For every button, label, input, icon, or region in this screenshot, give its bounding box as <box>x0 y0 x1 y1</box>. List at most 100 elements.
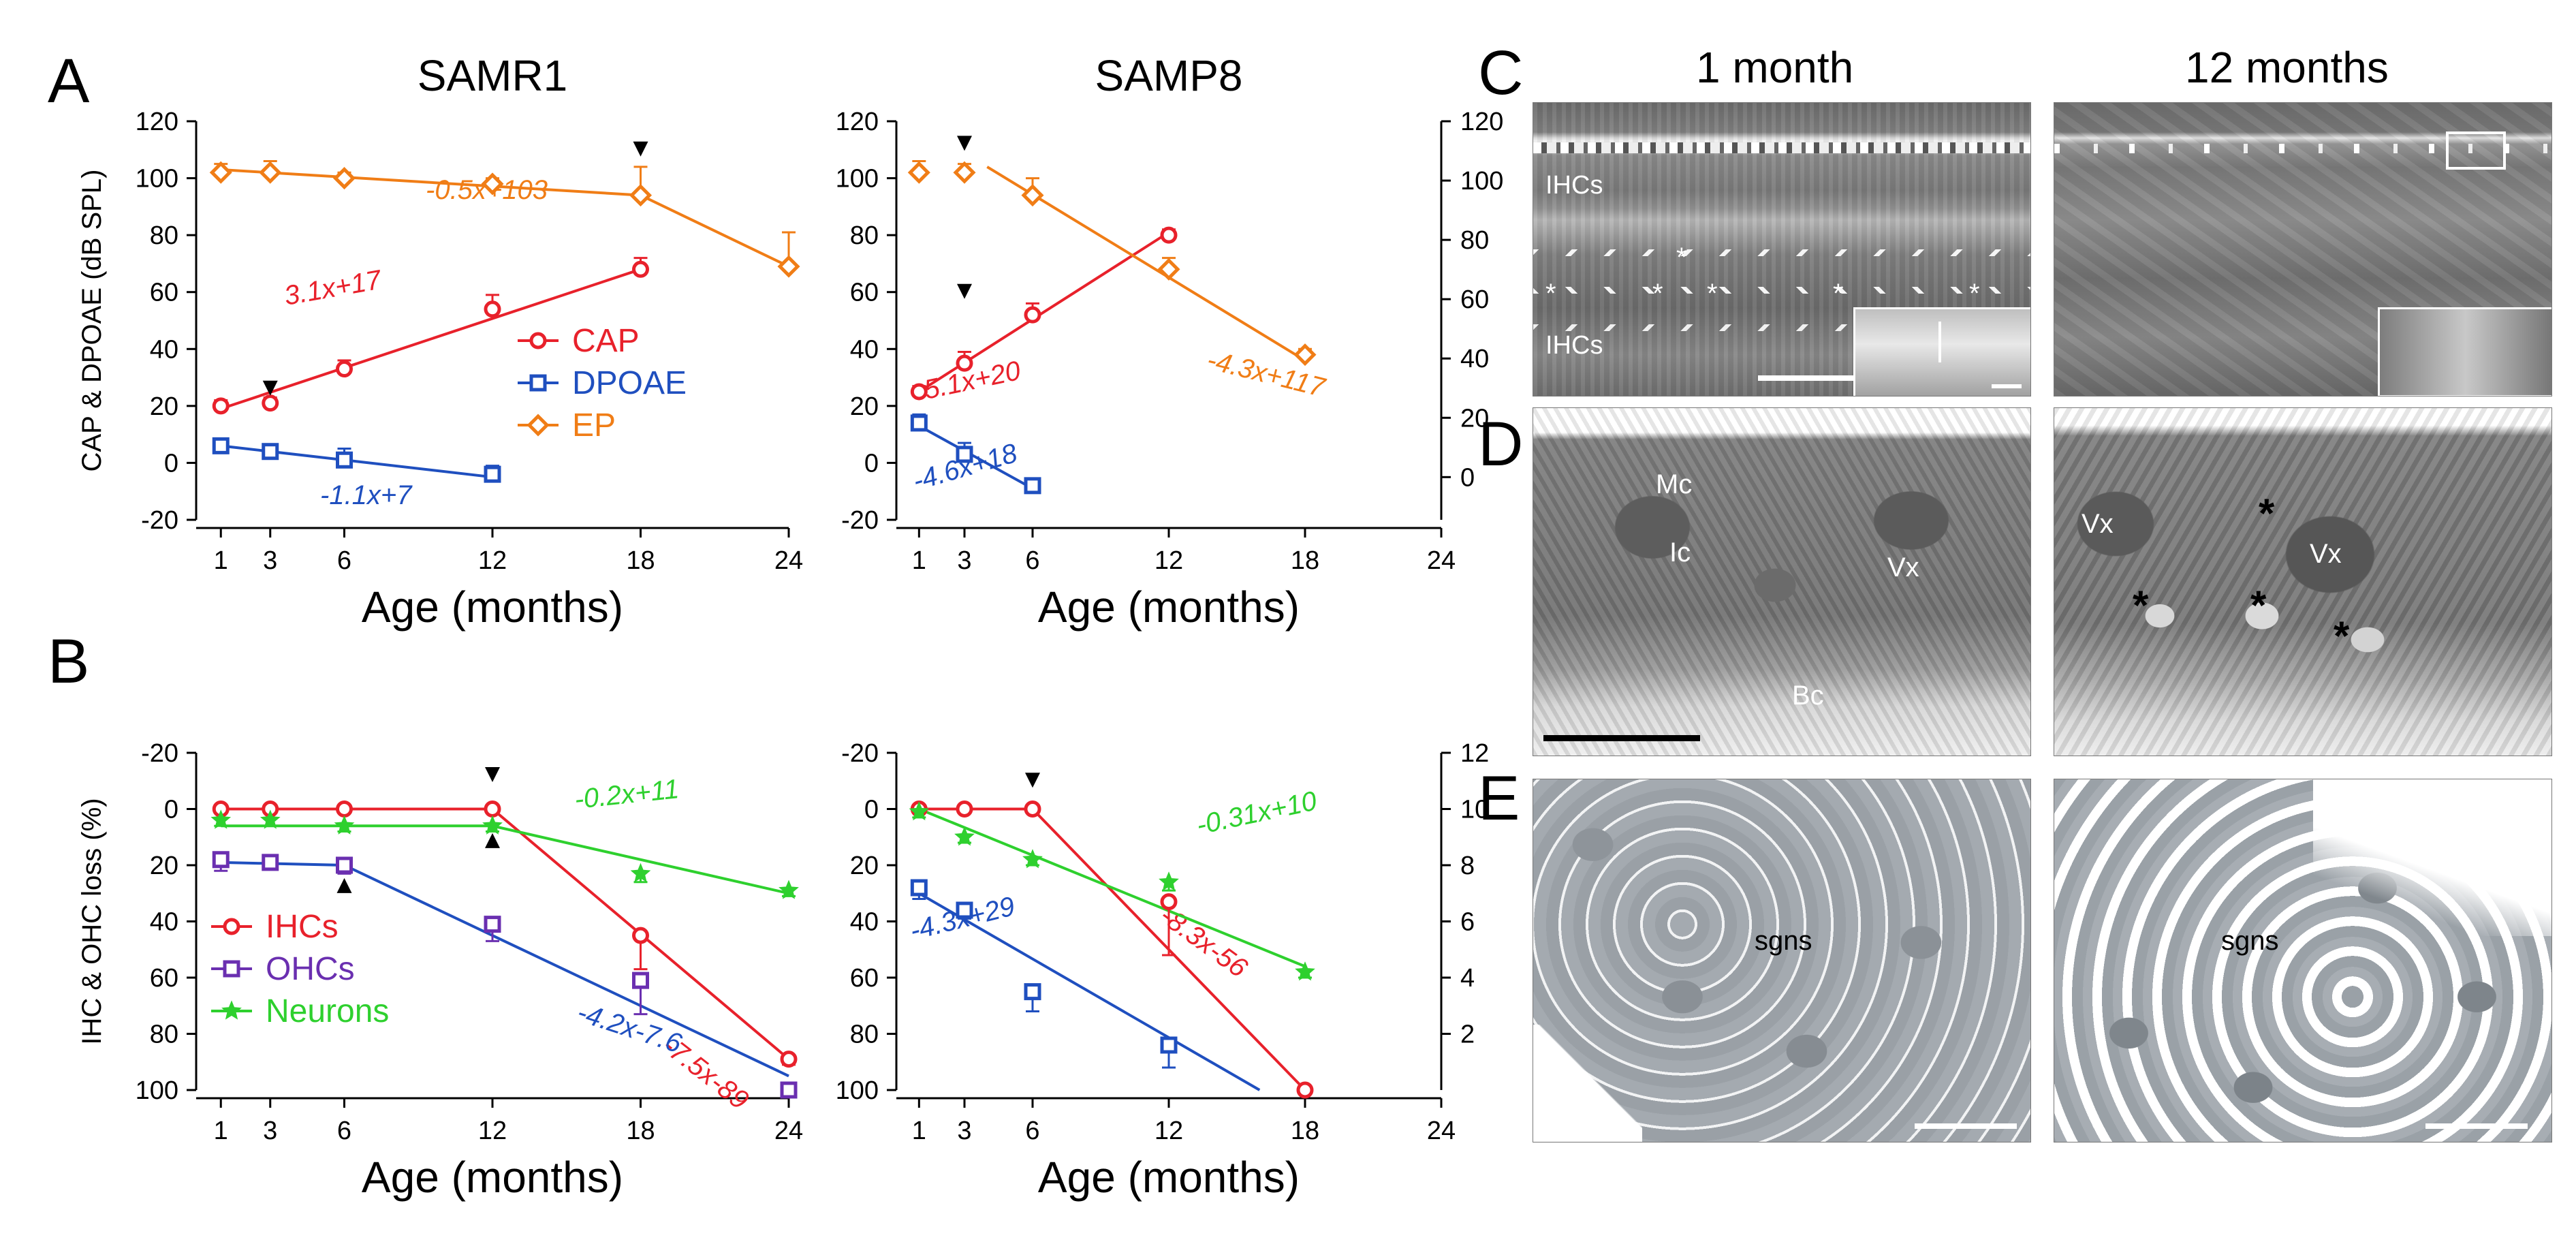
inset-stereocilia <box>1853 307 2030 396</box>
data-point <box>1293 343 1317 367</box>
label-bc: Bc <box>1792 681 1824 711</box>
data-point <box>1021 184 1044 207</box>
series-ihcs <box>910 800 1314 1099</box>
data-point <box>910 383 928 401</box>
data-point <box>1024 983 1041 1001</box>
x-tick-label: 1 <box>214 1117 228 1145</box>
star-mark: * <box>1707 279 1718 309</box>
y-tick-label: 100 <box>836 1076 879 1105</box>
stereocilia-row <box>2054 144 2551 153</box>
y-tick-label: 100 <box>136 1076 178 1105</box>
scale-bar <box>2425 1123 2528 1129</box>
data-point <box>484 300 501 318</box>
legend-label: OHCs <box>266 951 355 987</box>
y-right-tick-label: 8 <box>1460 852 1475 880</box>
data-point <box>780 1081 798 1099</box>
y-tick-label: 80 <box>150 1021 178 1049</box>
data-point <box>209 161 232 184</box>
label-ihcs-top: IHCs <box>1545 171 1603 200</box>
arrowhead-icon <box>957 283 972 299</box>
legend-swatch-marker <box>221 1000 242 1020</box>
legend: CAP DPOAE EP <box>518 323 687 444</box>
chart-A-SAMP8: -20 0 20 40 60 80 100 120 1 3 6 12 18 24 0 20 40 60 80 100 1… <box>836 51 1504 632</box>
legend-swatch-marker <box>529 332 547 349</box>
label-sgns: sgns <box>2221 926 2279 956</box>
x-tick-label: 6 <box>337 546 351 575</box>
data-point <box>954 826 975 846</box>
y-tick-label: 0 <box>864 449 879 478</box>
arrowhead-icon <box>485 767 500 782</box>
data-point <box>1160 893 1178 911</box>
label-vx-left: Vx <box>2082 509 2114 539</box>
x-tick-label: 12 <box>1155 546 1183 575</box>
series-ep <box>209 160 800 278</box>
chart-title: SAMR1 <box>418 51 568 100</box>
data-point <box>956 800 973 818</box>
data-point <box>332 167 356 190</box>
data-point <box>779 880 799 899</box>
y-right-tick-label: 40 <box>1460 345 1489 373</box>
data-point <box>956 901 973 919</box>
y-right-tick-label: 60 <box>1460 285 1489 314</box>
micrograph-c-1-month: IHCs IHCs * * * * * * <box>1533 102 2031 396</box>
data-point <box>336 856 353 874</box>
y-right-tick-label: 20 <box>1460 404 1489 433</box>
arrowhead-icon <box>336 877 352 893</box>
data-point <box>1024 306 1041 324</box>
data-point <box>262 394 279 412</box>
data-point <box>336 360 353 378</box>
data-point <box>956 354 973 372</box>
micrograph-e-1-month: sgns <box>1533 779 2031 1142</box>
x-tick-label: 18 <box>1291 546 1319 575</box>
data-point <box>259 161 282 184</box>
y-axis-label: IHC & OHC loss (%) <box>77 798 107 1044</box>
data-point <box>1160 1036 1178 1054</box>
y-tick-label: 40 <box>150 335 178 364</box>
panel-letter-d: D <box>1478 409 1524 479</box>
star-mark: * <box>2133 582 2149 628</box>
x-tick-label: 18 <box>626 1117 655 1145</box>
y-tick-label: 80 <box>150 221 178 250</box>
x-tick-label: 1 <box>912 546 926 575</box>
y-tick-label: 60 <box>150 279 178 307</box>
y-right-tick-label: 10 <box>1460 796 1489 824</box>
series-ohcs <box>910 879 1178 1069</box>
series-cap <box>910 226 1178 401</box>
data-point <box>956 446 973 463</box>
arrowhead-icon <box>1025 773 1040 788</box>
fit-equation-label: 3.1x+17 <box>282 264 385 311</box>
y-tick-label: 20 <box>850 392 879 421</box>
chart-title: SAMP8 <box>1095 51 1243 100</box>
x-axis-label: Age (months) <box>362 582 623 632</box>
data-point <box>484 465 501 483</box>
white-corner <box>1533 1025 1642 1142</box>
legend-label: Neurons <box>266 993 389 1029</box>
scale-bar <box>1758 375 1860 381</box>
y-tick-label: 40 <box>850 908 879 937</box>
y-tick-label: 100 <box>836 165 879 193</box>
legend-label: EP <box>572 407 616 444</box>
y-right-tick-label: 2 <box>1460 1021 1475 1049</box>
highlight-box <box>2446 131 2506 170</box>
legend-label: CAP <box>572 323 640 359</box>
y-tick-label: -20 <box>141 506 178 535</box>
fit-line-ohcs <box>918 892 1261 1091</box>
y-tick-label: 0 <box>164 796 178 824</box>
star-mark: * <box>2259 491 2275 536</box>
y-tick-label: 80 <box>850 221 879 250</box>
y-axis-label: CAP & DPOAE (dB SPL) <box>77 170 107 472</box>
label-sgns: sgns <box>1755 926 1812 956</box>
data-point <box>210 809 232 829</box>
arrowhead-icon <box>485 833 500 848</box>
y-tick-label: 100 <box>136 165 178 193</box>
y-right-tick-label: 120 <box>1460 108 1503 136</box>
data-point <box>1295 961 1315 981</box>
x-tick-label: 1 <box>912 1117 926 1145</box>
x-tick-label: 3 <box>957 546 971 575</box>
x-axis-label: Age (months) <box>1038 1153 1300 1202</box>
star-mark: * <box>1969 279 1980 309</box>
y-right-tick-label: 100 <box>1460 167 1503 196</box>
data-point <box>212 397 230 415</box>
x-tick-label: 3 <box>263 1117 277 1145</box>
